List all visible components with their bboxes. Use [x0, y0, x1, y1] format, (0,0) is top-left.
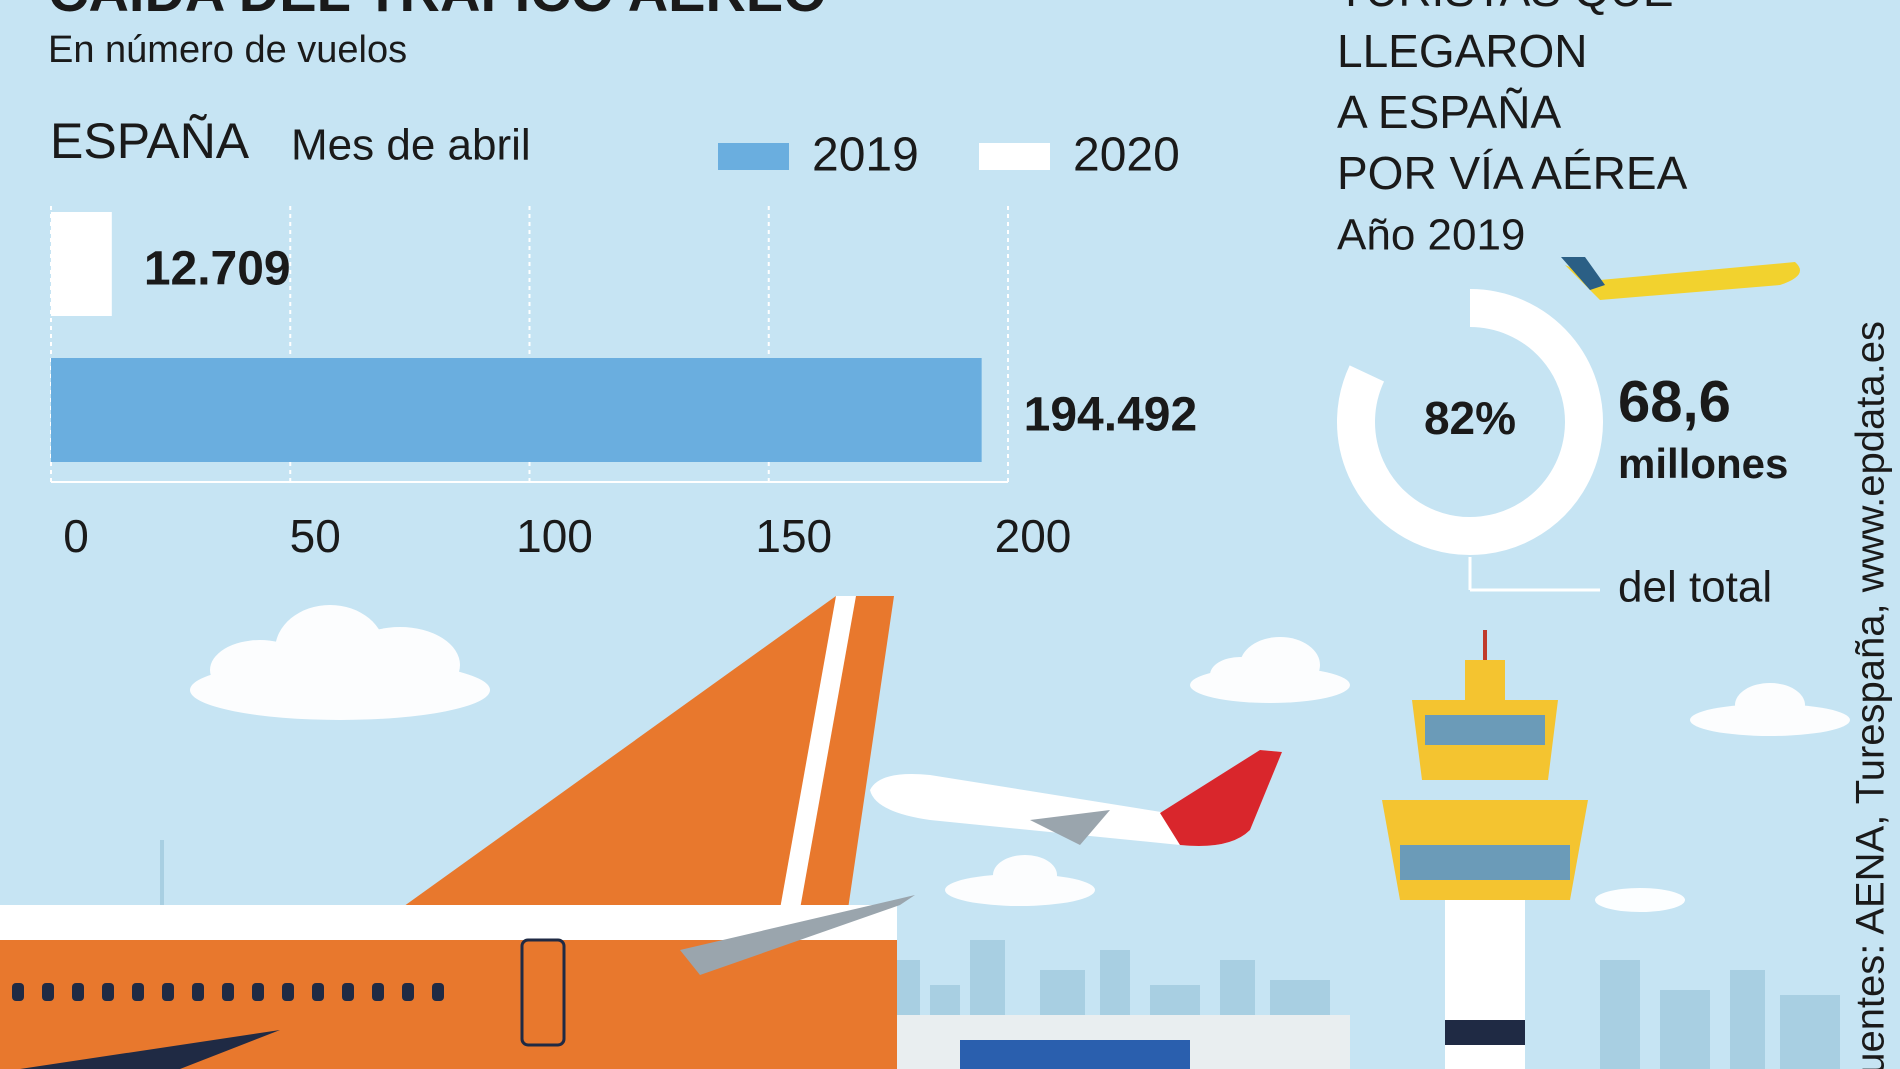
chart-title: TURISTAS QUE — [1337, 0, 1674, 16]
value-label: 12.709 — [144, 243, 291, 296]
bar — [51, 358, 982, 462]
chart-title: LLEGARON — [1337, 25, 1588, 77]
region-label: ESPAÑA — [50, 113, 250, 169]
source: Fuentes: AENA, Turespaña, www.epdata.es — [1849, 321, 1893, 1069]
legend-label: 2020 — [1073, 129, 1180, 182]
value-label: 194.492 — [1024, 389, 1198, 442]
bar — [51, 212, 112, 316]
x-tick-label: 0 — [63, 510, 89, 562]
donut-label: 82% — [1424, 392, 1516, 444]
chart-title: POR VÍA AÉREA — [1337, 147, 1688, 199]
x-tick-label: 150 — [755, 510, 832, 562]
chart-title: A ESPAÑA — [1337, 86, 1561, 138]
annotation-value: 68,6 — [1618, 369, 1731, 434]
x-tick-label: 100 — [516, 510, 593, 562]
period-label: Mes de abril — [291, 121, 531, 170]
x-tick-label: 50 — [290, 510, 341, 562]
legend-label: 2019 — [812, 129, 919, 182]
annotation-unit: millones — [1618, 440, 1788, 487]
x-tick-label: 200 — [995, 510, 1072, 562]
donut-segment — [1337, 289, 1603, 555]
chart-title: CAÍDA DEL TRÁFICO AÉREO — [48, 0, 827, 23]
airport-illustration — [0, 257, 1850, 1069]
legend-swatch — [718, 143, 789, 170]
annotation-note: del total — [1618, 563, 1772, 612]
legend-swatch — [979, 143, 1050, 170]
chart-subtitle: Año 2019 — [1337, 211, 1525, 260]
chart-subtitle: En número de vuelos — [48, 29, 407, 71]
